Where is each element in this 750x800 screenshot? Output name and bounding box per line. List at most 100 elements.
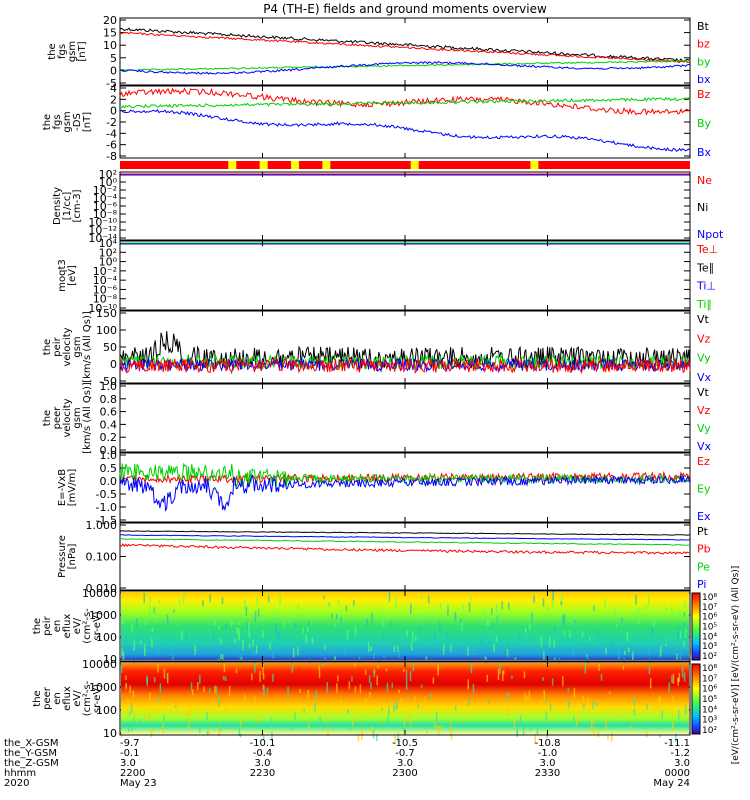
heatmap-cell xyxy=(129,711,131,716)
heatmap-cell xyxy=(497,669,500,680)
heatmap-cell xyxy=(679,630,682,639)
heatmap-cell xyxy=(166,614,169,624)
heatmap-cell xyxy=(486,674,489,682)
heatmap-cell xyxy=(672,711,674,716)
heatmap-cell xyxy=(395,596,397,608)
y-tick-label: 50 xyxy=(103,341,117,354)
y-tick-label: 10⁻¹⁰ xyxy=(88,302,117,315)
heatmap-cell xyxy=(354,686,357,693)
heatmap-cell xyxy=(435,725,438,730)
heatmap-cell xyxy=(447,604,449,616)
y-tick-label: 0 xyxy=(110,105,117,118)
heatmap-cell xyxy=(487,641,490,645)
heatmap-cell xyxy=(524,692,526,702)
heatmap-cell xyxy=(267,595,270,603)
heatmap-cell xyxy=(396,645,399,652)
x-row-value: 3.0 xyxy=(120,758,136,769)
heatmap-cell xyxy=(214,619,216,626)
heatmap-cell xyxy=(215,686,218,695)
heatmap-cell xyxy=(256,714,259,723)
heatmap-cell xyxy=(677,709,680,720)
heatmap-cell xyxy=(275,623,277,633)
heatmap-cell xyxy=(340,699,342,710)
heatmap-cell xyxy=(235,668,238,674)
heatmap-cell xyxy=(421,614,424,622)
heatmap-cell xyxy=(163,668,166,679)
heatmap-cell xyxy=(550,718,553,722)
heatmap-cell xyxy=(277,631,279,641)
heatmap-cell xyxy=(155,709,158,714)
heatmap-cell xyxy=(598,662,600,671)
heatmap-cell xyxy=(457,607,460,611)
heatmap-cell xyxy=(151,638,153,647)
heatmap-cell xyxy=(370,646,373,651)
heatmap-cell xyxy=(157,649,159,656)
heatmap-cell xyxy=(146,677,149,687)
y-tick-label: 10⁻⁶ xyxy=(93,200,118,213)
heatmap-cell xyxy=(230,621,233,627)
y-axis-label: the xyxy=(47,43,58,59)
heatmap-cell xyxy=(425,656,428,661)
heatmap-cell xyxy=(633,708,636,716)
heatmap-cell xyxy=(221,597,224,605)
heatmap-cell xyxy=(370,682,372,690)
heatmap-cell xyxy=(432,677,435,684)
heatmap-cell xyxy=(677,631,679,641)
heatmap-cell xyxy=(622,665,625,670)
colorbar-tick: 10² xyxy=(702,726,717,736)
panel-flags xyxy=(120,161,690,169)
heatmap-cell xyxy=(661,710,663,719)
heatmap-cell xyxy=(648,666,651,675)
heatmap-cell xyxy=(133,640,136,652)
heatmap-cell xyxy=(576,715,578,727)
y-tick-label: 10⁰ xyxy=(99,256,118,269)
y-tick-label: 10⁻⁴ xyxy=(93,274,118,287)
heatmap-cell xyxy=(314,702,316,712)
heatmap-cell xyxy=(350,725,352,730)
heatmap-cell xyxy=(496,603,498,614)
heatmap-cell xyxy=(502,670,504,682)
heatmap-cell xyxy=(149,596,151,603)
y-tick-label: -4 xyxy=(106,127,117,140)
series-Pb xyxy=(119,542,691,555)
y-tick-label: 0.4 xyxy=(100,418,118,431)
heatmap-cell xyxy=(272,649,274,659)
heatmap-cell xyxy=(567,687,570,692)
heatmap-cell xyxy=(178,598,181,606)
heatmap-cell xyxy=(526,695,528,701)
y-tick-label: 0 xyxy=(110,358,117,371)
flag-mark xyxy=(228,161,237,169)
heatmap-cell xyxy=(236,627,238,634)
heatmap-cell xyxy=(674,733,677,743)
heatmap-cell xyxy=(341,610,344,614)
heatmap-cell xyxy=(536,728,539,735)
heatmap-cell xyxy=(144,649,146,657)
heatmap-fill xyxy=(121,592,689,660)
heatmap-cell xyxy=(340,617,343,624)
heatmap-cell xyxy=(125,683,127,690)
legend-By: By xyxy=(697,117,712,130)
heatmap-cell xyxy=(253,711,255,718)
heatmap-cell xyxy=(647,594,650,605)
heatmap-cell xyxy=(563,630,566,636)
colorbar-tick: 10³ xyxy=(702,716,717,726)
y-tick-label: 1.0 xyxy=(100,449,118,462)
heatmap-cell xyxy=(337,600,340,605)
heatmap-cell xyxy=(376,733,378,741)
heatmap-cell xyxy=(562,676,564,686)
heatmap-cell xyxy=(500,649,503,655)
heatmap-cell xyxy=(209,594,211,602)
heatmap-cell xyxy=(597,629,600,638)
heatmap-cell xyxy=(331,613,333,619)
colorbar-tick: 10⁷ xyxy=(702,674,717,684)
heatmap-cell xyxy=(591,721,593,731)
heatmap-cell xyxy=(410,715,412,726)
y-axis-label: velocity xyxy=(62,327,73,366)
heatmap-cell xyxy=(203,686,205,693)
y-tick-label: 0.6 xyxy=(100,406,118,419)
heatmap-cell xyxy=(368,675,371,683)
heatmap-cell xyxy=(126,698,129,704)
heatmap-cell xyxy=(386,682,389,692)
heatmap-cell xyxy=(664,637,667,644)
